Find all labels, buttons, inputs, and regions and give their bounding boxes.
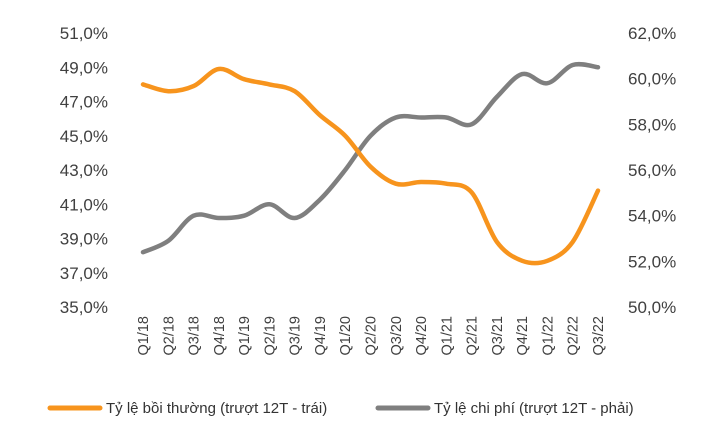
data-point-expense-ratio <box>191 213 195 217</box>
data-point-claims-ratio <box>520 259 524 263</box>
data-point-expense-ratio <box>267 202 271 206</box>
x-axis-ticks: Q1/18 Q2/18 Q3/18 Q4/18 Q1/19 Q2/19 Q3/19 Q4/19… <box>136 316 607 356</box>
data-point-claims-ratio <box>596 188 600 192</box>
data-point-claims-ratio <box>419 180 423 184</box>
left-axis-tick-label: 37,0% <box>60 264 108 283</box>
data-point-claims-ratio <box>242 77 246 81</box>
x-axis-tick-label: Q3/21 <box>490 316 506 356</box>
data-point-expense-ratio <box>318 197 322 201</box>
left-axis-tick-label: 47,0% <box>60 93 108 112</box>
x-axis-tick-label: Q4/20 <box>414 316 430 356</box>
data-point-expense-ratio <box>545 81 549 85</box>
legend-label-claims-ratio: Tỷ lệ bồi thường (trượt 12T - trái) <box>106 400 327 417</box>
legend: Tỷ lệ bồi thường (trượt 12T - trái) Tỷ l… <box>47 400 634 417</box>
data-point-expense-ratio <box>469 122 473 126</box>
x-axis-tick-label: Q4/19 <box>313 316 329 356</box>
right-axis-tick-label: 62,0% <box>628 24 676 43</box>
data-point-expense-ratio <box>571 63 575 67</box>
data-point-expense-ratio <box>444 115 448 119</box>
data-point-claims-ratio <box>444 182 448 186</box>
x-axis-tick-label: Q2/22 <box>566 316 582 356</box>
left-axis-tick-label: 45,0% <box>60 127 108 146</box>
data-point-claims-ratio <box>166 89 170 93</box>
x-axis-tick-label: Q1/18 <box>136 316 152 356</box>
data-point-expense-ratio <box>394 115 398 119</box>
data-point-claims-ratio <box>292 89 296 93</box>
x-axis-tick-label: Q2/21 <box>465 316 481 356</box>
series-line-claims-ratio <box>140 66 601 266</box>
left-axis-tick-label: 35,0% <box>60 298 108 317</box>
data-point-claims-ratio <box>191 84 195 88</box>
data-point-expense-ratio <box>242 213 246 217</box>
right-axis-tick-label: 50,0% <box>628 298 676 317</box>
data-point-claims-ratio <box>368 164 372 168</box>
x-axis-tick-label: Q4/18 <box>212 316 228 356</box>
legend-label-expense-ratio: Tỷ lệ chi phí (trượt 12T - phải) <box>434 400 634 417</box>
data-point-expense-ratio <box>520 72 524 76</box>
series-lines <box>140 61 601 266</box>
right-axis-tick-label: 54,0% <box>628 207 676 226</box>
left-axis-tick-label: 51,0% <box>60 24 108 43</box>
x-axis-tick-label: Q1/21 <box>439 316 455 356</box>
left-axis-ticks: 35,0% 37,0% 39,0% 41,0% 43,0% 45,0% 47,0% 49,0%… <box>60 24 108 317</box>
series-line-expense-ratio <box>140 61 601 255</box>
data-point-claims-ratio <box>469 190 473 194</box>
left-axis-tick-label: 49,0% <box>60 58 108 77</box>
data-point-expense-ratio <box>596 65 600 69</box>
x-axis-tick-label: Q3/22 <box>591 316 607 356</box>
data-point-claims-ratio <box>571 240 575 244</box>
left-axis-tick-label: 41,0% <box>60 195 108 214</box>
data-point-claims-ratio <box>545 259 549 263</box>
x-axis-tick-label: Q1/19 <box>237 316 253 356</box>
data-point-expense-ratio <box>292 216 296 220</box>
x-axis-tick-label: Q1/22 <box>540 316 556 356</box>
x-axis-tick-label: Q2/20 <box>364 316 380 356</box>
data-point-claims-ratio <box>217 67 221 71</box>
data-point-claims-ratio <box>318 113 322 117</box>
data-point-expense-ratio <box>495 95 499 99</box>
data-point-claims-ratio <box>343 134 347 138</box>
data-point-expense-ratio <box>419 115 423 119</box>
data-point-expense-ratio <box>217 216 221 220</box>
x-axis-tick-label: Q3/19 <box>288 316 304 356</box>
right-axis-ticks: 50,0% 52,0% 54,0% 56,0% 58,0% 60,0% 62,0% <box>628 24 676 317</box>
x-axis-tick-label: Q3/20 <box>389 316 405 356</box>
data-point-claims-ratio <box>495 240 499 244</box>
x-axis-tick-label: Q1/20 <box>338 316 354 356</box>
data-point-claims-ratio <box>141 82 145 86</box>
data-point-expense-ratio <box>343 168 347 172</box>
x-axis-tick-label: Q3/18 <box>187 316 203 356</box>
data-point-claims-ratio <box>394 182 398 186</box>
left-axis-tick-label: 39,0% <box>60 230 108 249</box>
right-axis-tick-label: 60,0% <box>628 70 676 89</box>
data-point-expense-ratio <box>141 250 145 254</box>
x-axis-tick-label: Q4/21 <box>515 316 531 356</box>
right-axis-tick-label: 52,0% <box>628 252 676 271</box>
x-axis-tick-label: Q2/19 <box>262 316 278 356</box>
right-axis-tick-label: 58,0% <box>628 115 676 134</box>
x-axis-tick-label: Q2/18 <box>161 316 177 356</box>
data-point-claims-ratio <box>267 82 271 86</box>
left-axis-tick-label: 43,0% <box>60 161 108 180</box>
data-point-expense-ratio <box>166 239 170 243</box>
right-axis-tick-label: 56,0% <box>628 161 676 180</box>
data-point-expense-ratio <box>368 134 372 138</box>
